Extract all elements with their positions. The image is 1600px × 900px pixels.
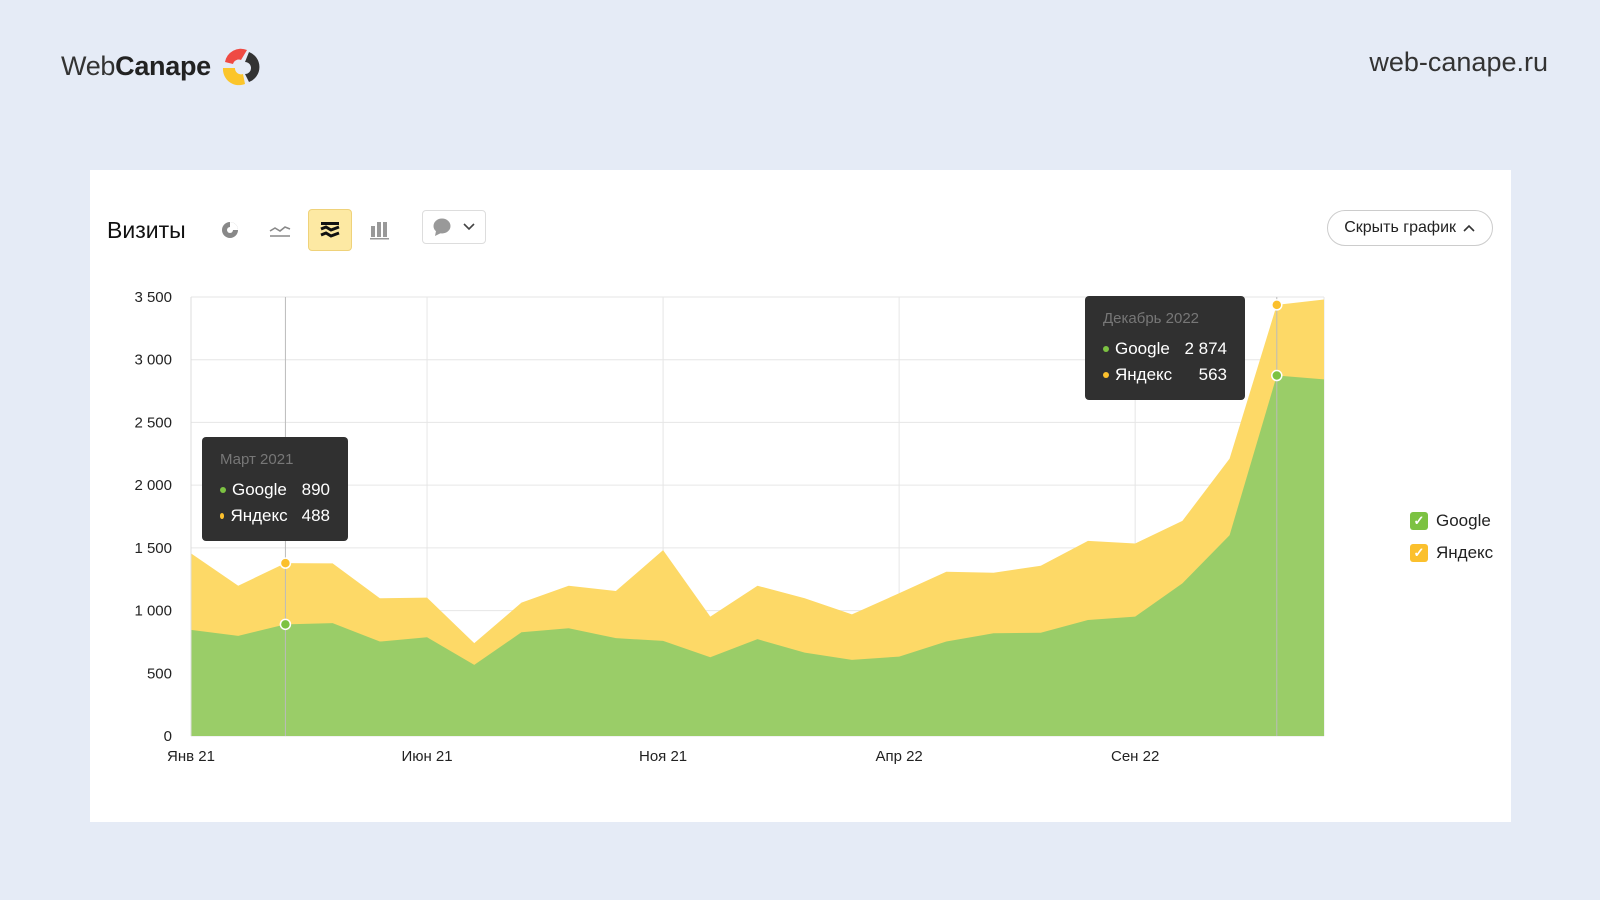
- pie-chart-icon: [222, 222, 238, 238]
- yandex-dot-icon: [220, 513, 225, 519]
- tooltip-title: Март 2021: [220, 451, 294, 468]
- google-point: [279, 618, 292, 631]
- google-dot-icon: [220, 487, 226, 493]
- yandex-point: [1271, 299, 1283, 311]
- chevron-down-icon: [463, 223, 475, 231]
- logo-text: WebCanape: [61, 50, 211, 81]
- visits-widget: Визиты Скрыть график 0 500 1 000 1 500 2 000…: [90, 170, 1511, 822]
- y-tick-label: 3 500: [134, 289, 172, 306]
- logo-mark-icon: [222, 48, 260, 86]
- tooltip-series-name: Google: [1115, 339, 1170, 358]
- x-tick-label: Июн 21: [401, 748, 452, 765]
- y-tick-label: 2 500: [134, 414, 172, 431]
- tooltip-march-2021: Март 2021 Google 890 Яндекс 488: [202, 437, 348, 541]
- legend-item-google[interactable]: ✓ Google: [1410, 505, 1493, 537]
- tooltip-title: Декабрь 2022: [1103, 310, 1200, 327]
- tooltip-value: 488: [301, 506, 330, 525]
- x-tick-label: Сен 22: [1111, 748, 1159, 765]
- chart-legend: ✓ Google ✓ Яндекс: [1410, 505, 1493, 569]
- widget-title: Визиты: [107, 217, 186, 243]
- checkbox-checked-icon: ✓: [1410, 544, 1428, 562]
- chevron-up-icon: [1463, 224, 1475, 232]
- bar-chart-button[interactable]: [358, 209, 402, 251]
- tooltip-value: 2 874: [1184, 339, 1227, 358]
- yandex-dot-icon: [1103, 372, 1109, 378]
- y-tick-label: 2 000: [134, 477, 172, 494]
- bar-chart-icon: [370, 222, 389, 240]
- line-chart-button[interactable]: [258, 209, 302, 251]
- y-tick-label: 3 000: [134, 352, 172, 369]
- y-tick-label: 500: [147, 665, 172, 682]
- x-tick-label: Янв 21: [167, 748, 215, 765]
- yandex-area: [191, 299, 1324, 736]
- tooltip-value: 890: [301, 480, 330, 499]
- tooltip-series-name: Google: [232, 480, 287, 499]
- yandex-point: [279, 557, 292, 569]
- legend-label: Google: [1436, 511, 1491, 530]
- pie-chart-button[interactable]: [208, 209, 252, 251]
- x-tick-label: Апр 22: [875, 748, 922, 765]
- comment-icon: [433, 218, 451, 236]
- checkbox-checked-icon: ✓: [1410, 512, 1428, 530]
- google-dot-icon: [1103, 346, 1109, 352]
- legend-item-yandex[interactable]: ✓ Яндекс: [1410, 537, 1493, 569]
- hide-chart-button[interactable]: Скрыть график: [1327, 210, 1493, 246]
- tooltip-series-name: Яндекс: [1115, 365, 1173, 384]
- hide-chart-label: Скрыть график: [1344, 219, 1456, 236]
- annotations-dropdown[interactable]: [422, 210, 486, 244]
- y-tick-label: 0: [164, 728, 172, 745]
- y-tick-label: 1 000: [134, 603, 172, 620]
- webcanape-logo: WebCanape: [61, 44, 261, 88]
- y-tick-label: 1 500: [134, 540, 172, 557]
- legend-label: Яндекс: [1436, 543, 1494, 562]
- line-chart-icon: [269, 226, 291, 237]
- stacked-area-button[interactable]: [308, 209, 352, 251]
- site-url: web-canape.ru: [1369, 47, 1548, 77]
- google-area: [191, 375, 1324, 736]
- x-tick-label: Ноя 21: [639, 748, 687, 765]
- stacked-area-icon: [320, 222, 340, 238]
- tooltip-december-2022: Декабрь 2022 Google 2 874 Яндекс 563: [1085, 296, 1245, 400]
- tooltip-value: 563: [1198, 365, 1227, 384]
- tooltip-series-name: Яндекс: [230, 506, 288, 525]
- google-point: [1271, 369, 1283, 382]
